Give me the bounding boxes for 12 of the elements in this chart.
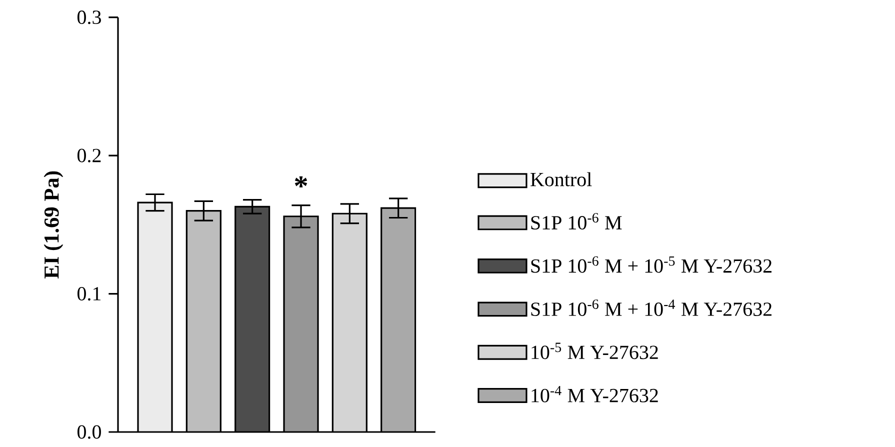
legend-label: Kontrol <box>530 172 592 186</box>
legend-label: 10$^{-4}$ M Y-27632 <box>532 386 658 402</box>
legend-label: 10$^{-5}$ M Y-27632 <box>532 342 658 360</box>
legend-label: S1P 10$^{-6}$ M + 10$^{-4}$ M Y-27632 <box>531 300 772 316</box>
y-axis-title: EI (1.69 Pa) <box>44 171 64 279</box>
legend-label: S1P 10$^{-6}$ M <box>531 213 622 230</box>
y-tick-label: 0.0 <box>77 425 101 439</box>
legend-label: S1P 10$^{-6}$ M + 10$^{-5}$ M Y-27632 <box>531 256 772 273</box>
y-tick-label: 0.1 <box>77 286 101 301</box>
y-tick-label: 0.3 <box>77 10 101 24</box>
annotation: * <box>294 176 308 188</box>
y-tick-label: 0.2 <box>77 148 101 162</box>
